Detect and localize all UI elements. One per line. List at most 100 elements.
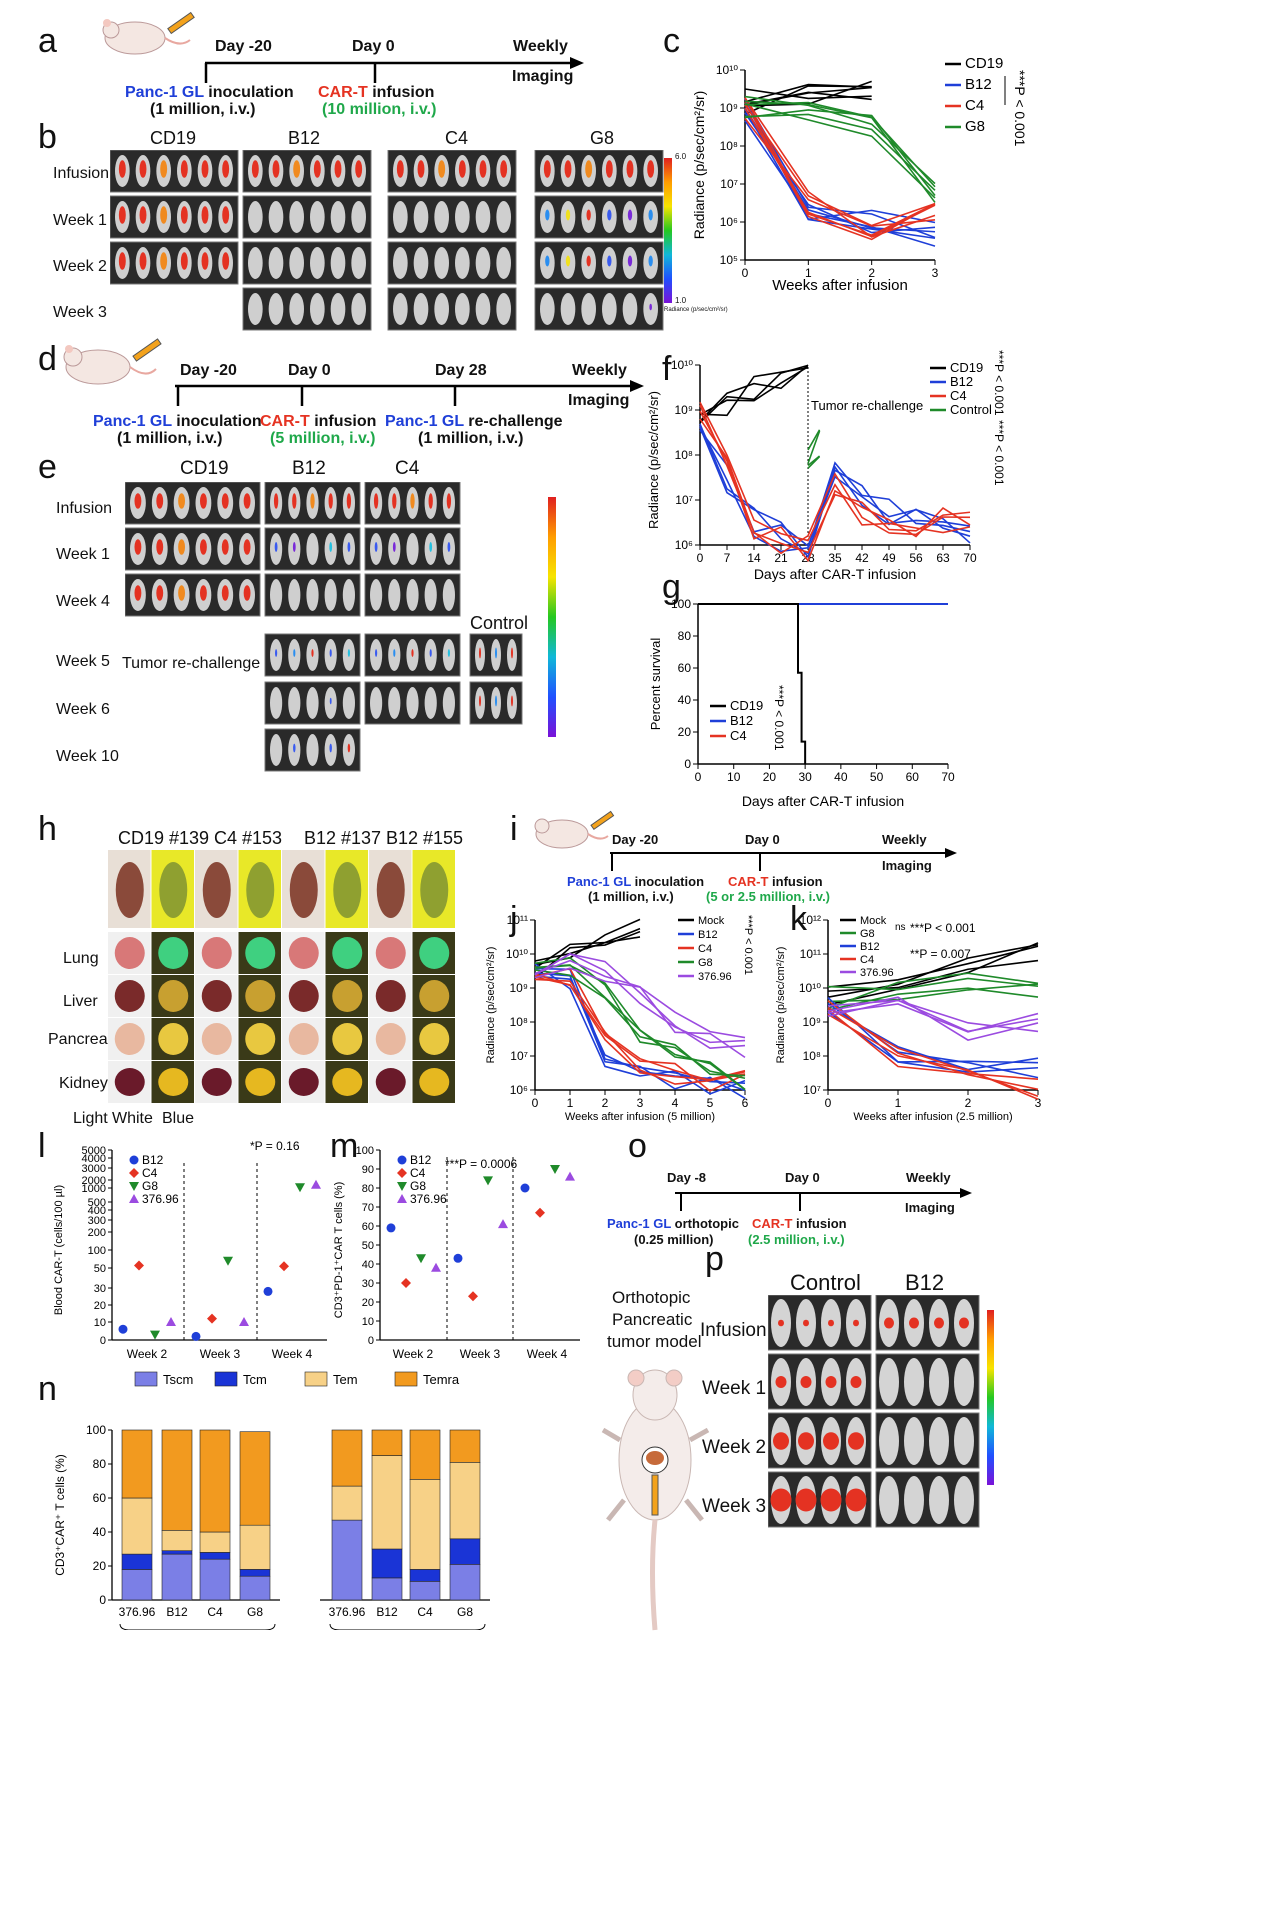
mouse-body (306, 734, 319, 766)
mouse-body (406, 533, 419, 565)
x-tick-label: 4 (672, 1096, 679, 1110)
data-point-G8 (295, 1183, 305, 1193)
mouse-body (268, 247, 284, 279)
legend-label: Mock (860, 915, 887, 927)
tumor-signal (374, 542, 378, 552)
mouse-body (954, 1358, 974, 1406)
imaging-frame (534, 287, 664, 331)
y-tick-label: 10⁹ (803, 1015, 822, 1029)
series-line-B12 (699, 423, 971, 555)
panel-p-colorbar (987, 1310, 994, 1485)
series-line-B12 (699, 426, 971, 559)
mouse-body (455, 293, 470, 325)
tumor-signal (243, 493, 251, 509)
y-tick-label: 3000 (82, 1163, 106, 1175)
y-tick-label: 10¹⁰ (716, 63, 738, 77)
x-tick-label: 5 (707, 1096, 714, 1110)
mouse-body (306, 579, 319, 611)
mouse-body (330, 247, 346, 279)
tumor-signal (310, 493, 315, 509)
y-tick-label: 90 (362, 1164, 374, 1176)
tumor-signal (180, 252, 188, 270)
y-tick-label: 60 (93, 1491, 107, 1505)
legend-marker (397, 1168, 407, 1178)
bar-Tcm (161, 1550, 193, 1555)
series-line-G8 (744, 103, 936, 199)
data-point-B12 (263, 1286, 273, 1296)
tumor-signal (511, 695, 513, 707)
mouse-body (248, 247, 263, 279)
tumor-signal (293, 743, 296, 753)
tumor-signal (328, 493, 333, 509)
tumor-signal (429, 649, 432, 657)
timeline-i-arrow (610, 848, 957, 871)
x-axis-title: Days after CAR-T infusion (742, 793, 904, 809)
tumor-signal (160, 252, 168, 270)
panel-h-row-lung: Lung (63, 950, 99, 967)
organ (201, 937, 232, 969)
mouse-body (602, 293, 617, 325)
x-tick-label: 56 (909, 551, 923, 565)
tumor-signal (798, 1432, 814, 1450)
organ (375, 980, 406, 1012)
bar-Tem (331, 1485, 363, 1521)
y-tick-label: 70 (362, 1202, 374, 1214)
tumor-signal (221, 539, 229, 555)
mouse-body (434, 201, 449, 233)
organ (158, 1023, 189, 1055)
panel-h-col-b12a: B12 #137 (304, 828, 382, 848)
tumor-signal (565, 209, 571, 221)
mouse-body (289, 201, 304, 233)
series-line-B12 (699, 425, 971, 553)
carcass-organs (202, 862, 231, 918)
y-tick-label: 0 (368, 1335, 374, 1347)
mouse-body (929, 1358, 949, 1406)
x-tick-label: 376.96 (329, 1605, 366, 1619)
legend-label: B12 (142, 1153, 164, 1167)
tumor-signal (803, 1319, 809, 1327)
chart-n: 0 20 40 60 80 100 376.96 B12 C4 G8 376.96 B12 C4 G8 Ts… (53, 1371, 490, 1630)
tumor-signal (347, 542, 351, 552)
legend-label: C4 (950, 388, 967, 403)
panel-i-label: i (510, 810, 518, 848)
tumor-signal (178, 585, 186, 601)
x-tick-label: Week 3 (460, 1347, 501, 1361)
legend-label: 376.96 (860, 967, 894, 979)
rechallenge-label: Tumor re-challenge (811, 398, 923, 413)
timeline-o-day0: Day 0 (785, 1170, 820, 1185)
tumor-signal (118, 160, 126, 178)
timeline-d-rechallenge: Panc-1 GL re-challenge (385, 413, 563, 430)
tumor-signal (845, 1488, 867, 1512)
mouse-body (904, 1476, 924, 1524)
mouse-syringe-icon (102, 11, 195, 55)
x-tick-label: 0 (742, 266, 749, 280)
tumor-signal (564, 160, 572, 178)
data-point-376.96 (565, 1171, 575, 1181)
panel-e-colorbar (548, 497, 556, 737)
panel-b-scale-label: Radiance (p/sec/cm²/sr) (664, 307, 728, 313)
tumor-signal (251, 160, 259, 178)
legend-marker (397, 1182, 407, 1191)
series-line-C4 (534, 973, 746, 1092)
tumor-signal (479, 695, 481, 707)
mouse-body (270, 687, 283, 719)
mouse-body (434, 293, 449, 325)
series-line-G8 (534, 964, 746, 1091)
legend-marker (129, 1168, 139, 1178)
tumor-signal (543, 160, 551, 178)
y-tick-label: 100 (86, 1423, 106, 1437)
y-tick-label: 10 (362, 1316, 374, 1328)
x-tick-label: 21 (774, 551, 788, 565)
panel-p-row-infusion: Infusion (700, 1320, 767, 1341)
x-tick-label: 40 (834, 770, 848, 784)
organ (419, 1068, 450, 1096)
timeline-a-day-m20: Day -20 (215, 38, 272, 55)
x-tick-label: 70 (963, 551, 977, 565)
mouse-body (406, 687, 419, 719)
series-line-Mock (534, 936, 641, 969)
legend-label: C4 (860, 954, 874, 966)
tumor-signal (428, 493, 433, 509)
y-tick-label: 10¹⁰ (506, 947, 528, 961)
tumor-signal (479, 160, 487, 178)
stat-label: ***P = 0.0006 (445, 1157, 518, 1171)
